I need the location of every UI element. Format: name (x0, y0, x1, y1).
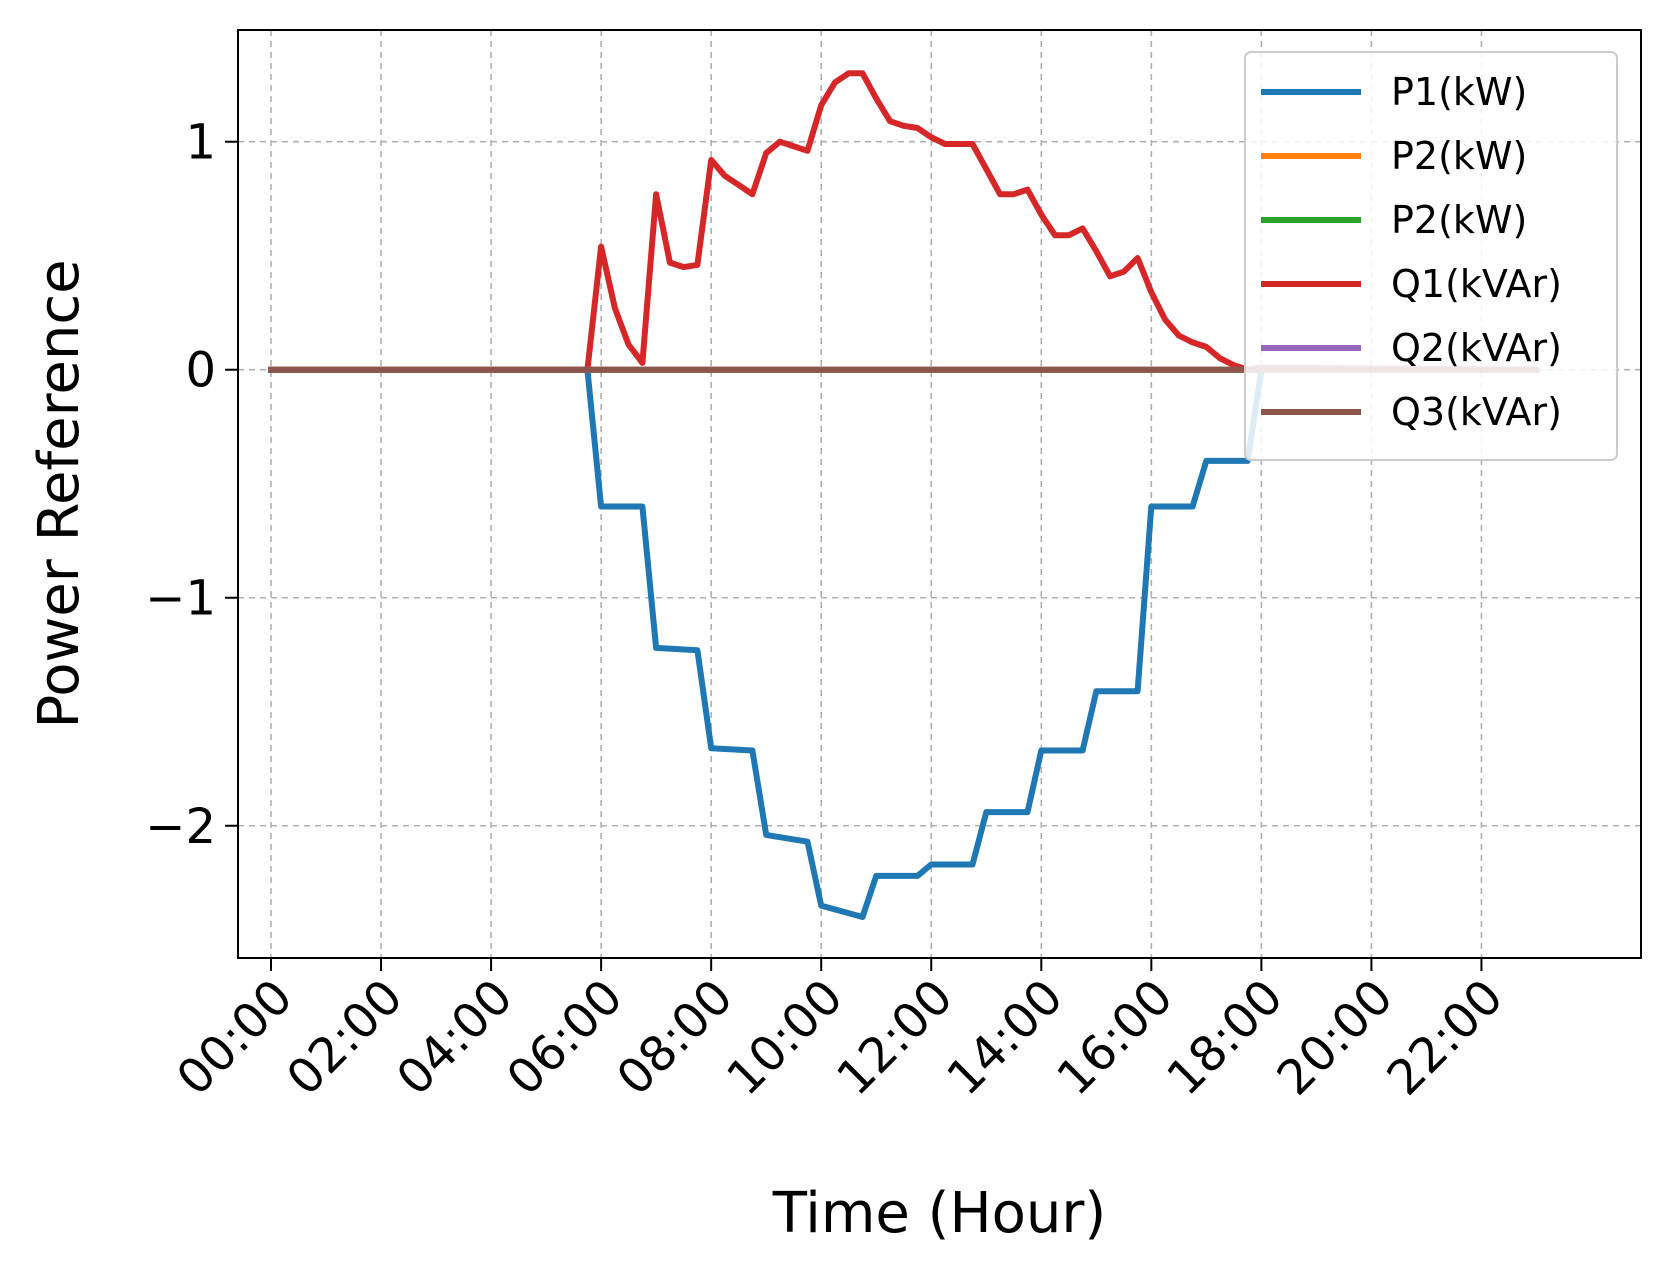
x-tick-label: 06:00 (496, 969, 633, 1106)
plot-frame (237, 29, 1642, 959)
x-tick-label: 02:00 (276, 969, 413, 1106)
x-tick-label: 14:00 (936, 969, 1073, 1106)
x-tick-label: 22:00 (1377, 969, 1514, 1106)
legend-label: Q2(kVAr) (1391, 326, 1562, 370)
x-tick-label: 16:00 (1046, 969, 1183, 1106)
x-axis-ticks: 00:0002:0004:0006:0008:0010:0012:0014:00… (166, 958, 1514, 1106)
y-axis-ticks: 1 0 −1 −2 (145, 115, 238, 855)
x-axis-label: Time (Hour) (772, 1181, 1106, 1246)
legend-label: P1(kW) (1391, 70, 1527, 114)
legend-label: Q3(kVAr) (1391, 390, 1562, 434)
legend-label: P2(kW) (1391, 134, 1527, 178)
x-tick-label: 20:00 (1266, 969, 1403, 1106)
x-tick-label: 08:00 (606, 969, 743, 1106)
y-tick-label: 0 (185, 343, 216, 399)
y-tick-label: −2 (145, 799, 216, 855)
x-tick-label: 10:00 (716, 969, 853, 1106)
x-tick-label: 00:00 (166, 969, 303, 1106)
x-tick-label: 04:00 (386, 969, 523, 1106)
legend-label: Q1(kVAr) (1391, 262, 1562, 306)
x-tick-label: 18:00 (1156, 969, 1293, 1106)
series-line-0 (268, 366, 1540, 920)
x-tick-label: 12:00 (826, 969, 963, 1106)
y-tick-label: 1 (185, 115, 216, 171)
y-axis-label: Power Reference (27, 259, 92, 728)
legend: P1(kW) P2(kW) P2(kW) Q1(kVAr) Q2(kVAr) Q3(kVA… (1244, 51, 1618, 461)
series-line-3 (268, 70, 1540, 373)
y-tick-label: −1 (145, 571, 216, 627)
legend-label: P2(kW) (1391, 198, 1527, 242)
